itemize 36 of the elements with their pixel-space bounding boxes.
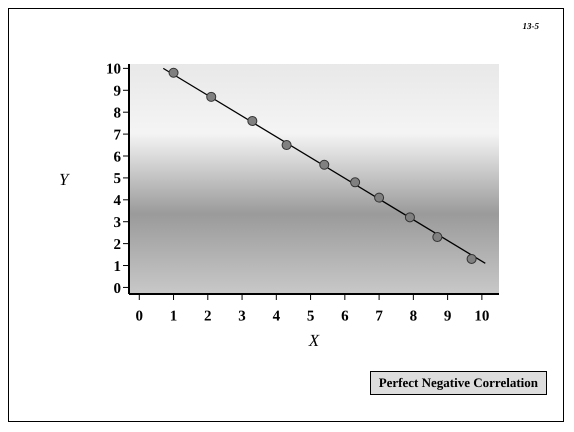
y-tick-label: 10 <box>106 62 121 78</box>
x-tick-label: 2 <box>204 308 212 325</box>
text: Perfect Negative Correlation <box>370 371 547 395</box>
point <box>319 160 330 170</box>
x-tick-label: 0 <box>136 308 144 325</box>
y-tick-label: 0 <box>114 280 121 297</box>
point <box>404 212 415 222</box>
y-tick-label: 5 <box>114 171 121 188</box>
point <box>282 140 292 150</box>
y-tick-label: 8 <box>114 106 121 122</box>
y-tick-label: 4 <box>114 193 122 210</box>
y-tick-label: 6 <box>114 149 122 166</box>
y-tick-label: 9 <box>114 84 121 100</box>
x-tick-label: 8 <box>410 308 418 325</box>
point <box>466 254 477 264</box>
x-tick-label: 1 <box>170 308 178 325</box>
y-tick-label: 3 <box>114 215 121 232</box>
point <box>432 232 442 242</box>
x-tick-label: 7 <box>375 308 384 325</box>
point <box>374 192 384 203</box>
x-tick-label: 9 <box>444 308 452 325</box>
x-tick-label: 6 <box>341 308 350 325</box>
x-tick-label: 10 <box>474 308 490 325</box>
x-tick-label: 4 <box>272 308 281 325</box>
y-tick-label: 1 <box>114 258 121 275</box>
y-tick-label: 2 <box>114 236 121 253</box>
y-axis-title: Y <box>59 170 70 190</box>
x-tick-label: 5 <box>306 308 314 325</box>
point <box>168 68 179 78</box>
y-tick-label: 7 <box>114 127 122 144</box>
point <box>247 116 258 126</box>
x-axis-title: X <box>308 331 320 350</box>
point <box>206 92 216 102</box>
x-tick-label: 3 <box>238 308 246 325</box>
point <box>350 177 360 188</box>
text: 13-5 <box>522 21 539 31</box>
